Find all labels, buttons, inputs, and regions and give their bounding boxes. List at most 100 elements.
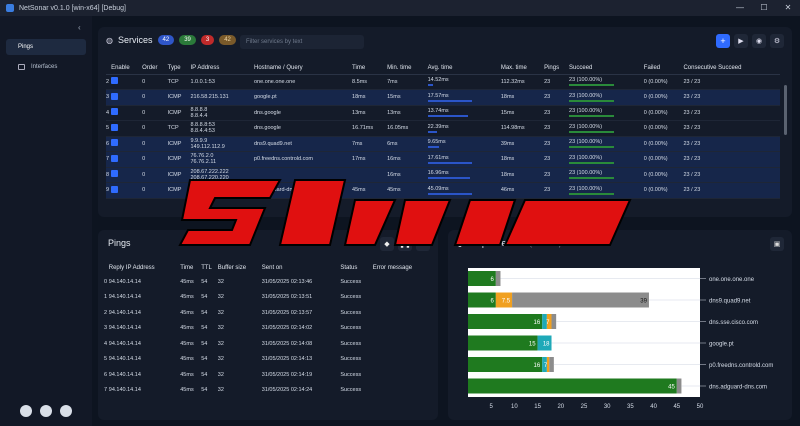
- bar-segment[interactable]: [468, 314, 543, 329]
- column-header[interactable]: Order: [142, 62, 168, 75]
- pause-icon[interactable]: ❚❚: [398, 237, 412, 251]
- column-header[interactable]: TTL: [201, 265, 212, 271]
- service-row[interactable]: 6 0 ICMP 9.9.9.9 149.112.112.9 dns9.quad9.net…: [106, 136, 780, 152]
- bar-segment[interactable]: [546, 314, 552, 329]
- ping-cell: 54: [201, 278, 208, 285]
- bar-segment[interactable]: [468, 335, 538, 351]
- service-cell: 0: [142, 151, 168, 168]
- services-scrollbar[interactable]: [784, 85, 787, 135]
- service-row[interactable]: 3 0 ICMP 216.58.215.131 google.pt 18ms 15ms 17.…: [106, 89, 780, 106]
- service-cell: 0: [142, 182, 168, 199]
- ping-row[interactable]: 1 94.140.14.14 45ms 54 32 31/05/2025 02:13:51…: [104, 290, 434, 306]
- ping-row[interactable]: 0 94.140.14.14 45ms 54 32 31/05/2025 02:13:46…: [104, 274, 434, 290]
- about-icon[interactable]: [40, 405, 52, 417]
- service-row[interactable]: 2 0 TCP 1.0.0.1:53 one.one.one.one 8.5ms 7ms 14…: [106, 74, 780, 90]
- add-service-button[interactable]: +: [716, 34, 730, 48]
- column-header[interactable]: IP Address: [190, 62, 254, 75]
- x-tick-label: 20: [557, 404, 564, 410]
- x-tick-label: 35: [627, 404, 634, 410]
- service-cell: 8.5ms: [352, 74, 388, 90]
- service-row[interactable]: 9 0 ICMP 94.140.14.14 94.140.15.15 dns.adguar…: [106, 182, 780, 199]
- column-header[interactable]: Consecutive Succeed: [683, 62, 780, 75]
- service-cell: dns.google: [253, 105, 353, 121]
- bar-segment[interactable]: [549, 357, 554, 372]
- save-icon[interactable]: ▣: [770, 237, 784, 251]
- sidebar-item-pings[interactable]: Pings: [6, 39, 86, 55]
- service-cell: 0: [142, 89, 168, 106]
- bar-segment[interactable]: [512, 292, 649, 308]
- column-header[interactable]: Succeed: [569, 62, 644, 75]
- bar-segment[interactable]: [468, 271, 496, 286]
- close-button[interactable]: ✕: [784, 3, 792, 12]
- column-header[interactable]: Failed: [643, 62, 684, 75]
- column-header[interactable]: Time: [352, 62, 388, 75]
- bar-segment[interactable]: [546, 357, 550, 372]
- column-header[interactable]: Hostname / Query: [253, 62, 353, 75]
- export-icon[interactable]: ➜: [416, 237, 430, 251]
- service-cell: 0 (0.00%): [643, 182, 684, 199]
- record-icon[interactable]: ◉: [752, 34, 766, 48]
- bar-segment[interactable]: [551, 314, 557, 329]
- column-header[interactable]: Buffer size: [217, 265, 247, 271]
- enable-checkbox[interactable]: [111, 108, 119, 116]
- x-tick-label: 40: [650, 404, 657, 410]
- bar-segment[interactable]: [542, 357, 547, 372]
- bar-segment[interactable]: [542, 314, 547, 329]
- service-row[interactable]: 5 0 TCP 8.8.8.8:53 8.8.4.4:53 dns.google 16.71…: [106, 120, 780, 137]
- column-header[interactable]: Type: [167, 62, 191, 75]
- bar-segment[interactable]: [468, 378, 677, 394]
- bar-segment[interactable]: [676, 378, 682, 394]
- clear-icon[interactable]: ◆: [380, 237, 394, 251]
- enable-checkbox[interactable]: [111, 92, 119, 100]
- bar-segment[interactable]: [468, 292, 496, 308]
- maximize-button[interactable]: ☐: [760, 3, 768, 12]
- enable-checkbox[interactable]: [111, 139, 119, 147]
- column-header[interactable]: Pings: [544, 62, 570, 75]
- service-cell: 9: [106, 182, 112, 199]
- settings-gear-icon[interactable]: [60, 405, 72, 417]
- ping-row[interactable]: 3 94.140.14.14 45ms 54 32 31/05/2025 02:14:02…: [104, 321, 434, 337]
- settings-icon[interactable]: ⚙: [770, 34, 784, 48]
- column-header[interactable]: Enable: [111, 62, 143, 75]
- enable-checkbox[interactable]: [111, 154, 119, 162]
- bar-segment[interactable]: [537, 335, 552, 351]
- minimize-button[interactable]: —: [736, 3, 744, 12]
- service-row[interactable]: 7 0 ICMP 76.76.2.0 76.76.2.11 p0.freedns.cont…: [106, 151, 780, 168]
- services-filter-input[interactable]: Filter services by text: [240, 35, 364, 49]
- bar-segment[interactable]: [495, 292, 513, 308]
- column-header[interactable]: Error message: [372, 265, 413, 271]
- column-header[interactable]: Reply IP Address: [108, 265, 155, 271]
- column-header[interactable]: [106, 62, 112, 75]
- enable-checkbox[interactable]: [111, 170, 119, 178]
- column-header[interactable]: Max. time: [500, 62, 545, 75]
- ping-row[interactable]: 7 94.140.14.14 45ms 54 32 31/05/2025 02:14:24…: [104, 383, 434, 399]
- x-tick-label: 15: [534, 404, 541, 410]
- service-row[interactable]: 8 0 ICMP 208.67.222.222 208.67.220.220 16ms 16…: [106, 167, 780, 183]
- column-header[interactable]: Min. time: [387, 62, 428, 75]
- service-cell: 16.05ms: [387, 120, 428, 137]
- bar-segment[interactable]: [495, 271, 501, 286]
- ping-cell: Success: [340, 309, 362, 316]
- collapse-sidebar-icon[interactable]: ‹: [78, 23, 81, 32]
- column-header[interactable]: Status: [340, 265, 358, 271]
- service-row[interactable]: 4 0 ICMP 8.8.8.8 8.8.4.4 dns.google 13ms 13ms 13…: [106, 105, 780, 121]
- enable-checkbox[interactable]: [111, 123, 119, 131]
- ping-row[interactable]: 2 94.140.14.14 45ms 54 32 31/05/2025 02:13:57…: [104, 305, 434, 321]
- enable-checkbox[interactable]: [111, 77, 119, 85]
- column-header[interactable]: Time: [180, 265, 194, 271]
- succeed-bar: [569, 115, 615, 118]
- bar-segment[interactable]: [468, 357, 543, 372]
- column-header[interactable]: Avg. time: [427, 62, 501, 75]
- github-icon[interactable]: [20, 405, 32, 417]
- sidebar-item-interfaces[interactable]: Interfaces: [6, 59, 86, 75]
- ping-row[interactable]: 5 94.140.14.14 45ms 54 32 31/05/2025 02:14:13…: [104, 352, 434, 368]
- play-icon[interactable]: ▶: [734, 34, 748, 48]
- column-header[interactable]: Sent on: [261, 265, 283, 271]
- ping-cell: 54: [201, 356, 208, 363]
- category-label: one.one.one.one: [709, 277, 755, 283]
- ping-cell: 45ms: [180, 340, 194, 347]
- ping-row[interactable]: 4 94.140.14.14 45ms 54 32 31/05/2025 02:14:08…: [104, 336, 434, 352]
- enable-checkbox[interactable]: [111, 185, 119, 193]
- ping-row[interactable]: 6 94.140.14.14 45ms 54 32 31/05/2025 02:14:19…: [104, 367, 434, 383]
- avg-time-bar: [427, 161, 472, 164]
